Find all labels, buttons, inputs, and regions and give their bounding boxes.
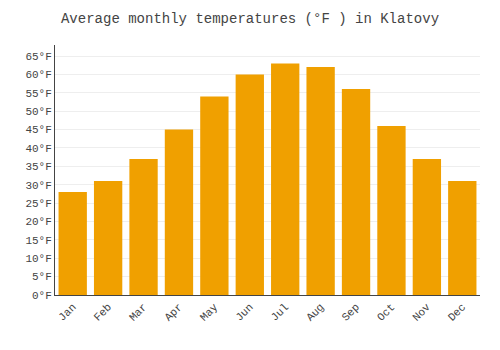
svg-text:35°F: 35°F [25,161,51,173]
svg-text:Nov: Nov [410,301,433,324]
svg-text:5°F: 5°F [32,271,52,283]
svg-text:20°F: 20°F [25,216,51,228]
svg-text:Aug: Aug [304,301,326,323]
svg-text:Dec: Dec [446,301,468,323]
svg-text:May: May [198,301,221,324]
svg-text:Average monthly temperatures (: Average monthly temperatures (°F ) in Kl… [61,11,439,27]
svg-text:0°F: 0°F [32,290,52,302]
svg-text:Mar: Mar [127,301,149,323]
svg-text:30°F: 30°F [25,180,51,192]
svg-text:50°F: 50°F [25,106,51,118]
svg-text:65°F: 65°F [25,51,51,63]
svg-text:45°F: 45°F [25,124,51,136]
svg-text:15°F: 15°F [25,235,51,247]
svg-text:25°F: 25°F [25,198,51,210]
svg-text:40°F: 40°F [25,143,51,155]
svg-text:Sep: Sep [340,301,362,323]
svg-text:Jun: Jun [233,301,255,323]
svg-text:Jan: Jan [56,301,78,323]
svg-text:10°F: 10°F [25,253,51,265]
svg-text:Jul: Jul [269,301,291,323]
svg-text:55°F: 55°F [25,88,51,100]
svg-text:Feb: Feb [92,301,114,323]
svg-text:Apr: Apr [162,301,184,323]
svg-text:Oct: Oct [375,301,397,323]
svg-text:60°F: 60°F [25,69,51,81]
